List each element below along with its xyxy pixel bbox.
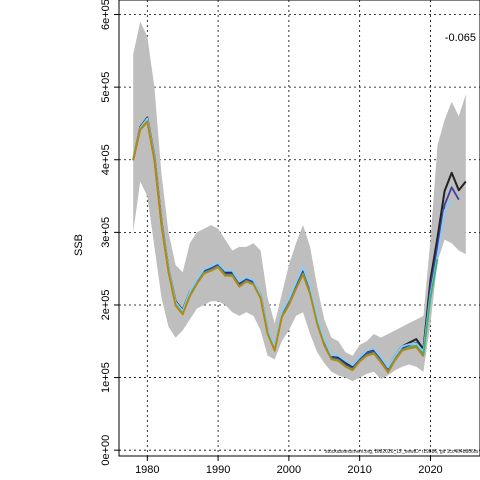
- series-layer: [132, 116, 467, 374]
- retro-rho-annotation: -0.065: [445, 32, 476, 44]
- x-tick-label: 1980: [135, 464, 159, 476]
- footer-credit: stockassessment.org, BM2026_12_newID: r1…: [325, 449, 478, 455]
- series-line-5: [132, 121, 425, 374]
- x-tick-label: 2020: [418, 464, 442, 476]
- confidence-band: [133, 21, 466, 382]
- confidence-band-layer: [133, 21, 466, 382]
- x-tick-label: 2000: [277, 464, 301, 476]
- y-tick-label: 5e+05: [100, 72, 112, 103]
- x-tick-label: 1990: [206, 464, 230, 476]
- y-axis-label: SSB: [73, 234, 85, 256]
- x-axis: 1980 1990 2000 2010 2020: [135, 456, 443, 476]
- y-tick-label: 3e+05: [100, 217, 112, 248]
- y-tick-label: 2e+05: [100, 290, 112, 321]
- y-tick-label: 4e+05: [100, 144, 112, 175]
- y-tick-label: 6e+05: [100, 0, 112, 30]
- plot-frame: [118, 0, 480, 457]
- y-axis: 0e+00 1e+05 2e+05 3e+05 4e+05 5e+05 6e+05: [100, 0, 120, 466]
- y-tick-label: 0e+00: [100, 435, 112, 466]
- series-line-3: [132, 117, 453, 369]
- x-tick-label: 2010: [347, 464, 371, 476]
- y-tick-label: 1e+05: [100, 362, 112, 393]
- grid-lines: [119, 0, 480, 456]
